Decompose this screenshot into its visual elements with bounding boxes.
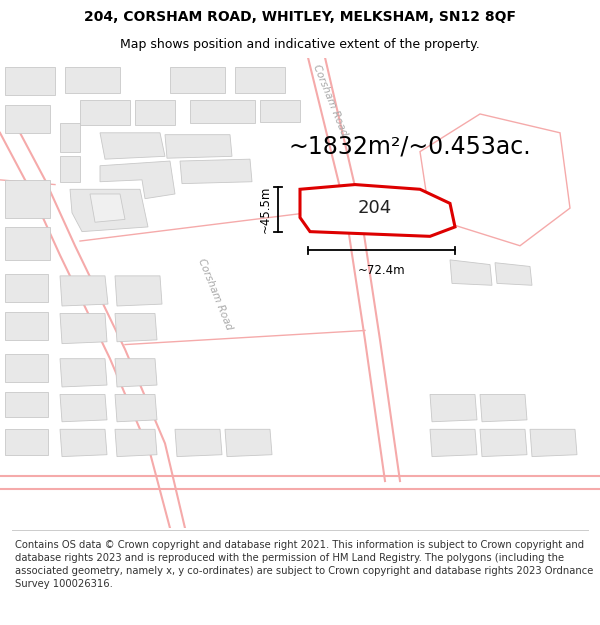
Polygon shape [225, 429, 272, 457]
Polygon shape [115, 276, 162, 306]
Polygon shape [60, 394, 107, 422]
Polygon shape [65, 67, 120, 93]
Polygon shape [495, 262, 532, 285]
Polygon shape [60, 314, 107, 344]
Text: 204, CORSHAM ROAD, WHITLEY, MELKSHAM, SN12 8QF: 204, CORSHAM ROAD, WHITLEY, MELKSHAM, SN… [84, 10, 516, 24]
Polygon shape [5, 227, 50, 260]
Polygon shape [170, 67, 225, 93]
Polygon shape [80, 100, 130, 125]
Polygon shape [165, 134, 232, 158]
Text: ~45.5m: ~45.5m [259, 186, 272, 233]
Polygon shape [90, 194, 125, 222]
Polygon shape [420, 114, 570, 246]
Text: Map shows position and indicative extent of the property.: Map shows position and indicative extent… [120, 38, 480, 51]
Polygon shape [60, 429, 107, 457]
Polygon shape [260, 100, 300, 121]
Polygon shape [115, 394, 157, 422]
Polygon shape [100, 132, 165, 159]
Text: Contains OS data © Crown copyright and database right 2021. This information is : Contains OS data © Crown copyright and d… [15, 540, 593, 589]
Polygon shape [5, 274, 48, 302]
Polygon shape [480, 429, 527, 457]
Polygon shape [60, 156, 80, 182]
Polygon shape [5, 312, 48, 340]
Polygon shape [100, 161, 175, 199]
Polygon shape [5, 67, 55, 95]
Polygon shape [115, 429, 157, 457]
Polygon shape [480, 394, 527, 422]
Text: Corsham Road: Corsham Road [196, 258, 234, 332]
Polygon shape [5, 354, 48, 382]
Text: 204: 204 [358, 199, 392, 217]
Polygon shape [235, 67, 285, 93]
Polygon shape [70, 189, 148, 232]
Text: Corsham Road: Corsham Road [311, 62, 349, 137]
Polygon shape [430, 429, 477, 457]
Text: ~1832m²/~0.453ac.: ~1832m²/~0.453ac. [289, 135, 532, 159]
Polygon shape [5, 180, 50, 218]
Polygon shape [450, 260, 492, 285]
Polygon shape [60, 123, 80, 152]
Polygon shape [190, 100, 255, 123]
Polygon shape [300, 184, 455, 236]
Polygon shape [175, 429, 222, 457]
Polygon shape [180, 159, 252, 184]
Polygon shape [60, 276, 108, 306]
Text: ~72.4m: ~72.4m [358, 264, 406, 277]
Polygon shape [530, 429, 577, 457]
Polygon shape [5, 104, 50, 132]
Polygon shape [5, 429, 48, 455]
Polygon shape [430, 394, 477, 422]
Polygon shape [135, 100, 175, 125]
Polygon shape [60, 359, 107, 387]
Polygon shape [115, 359, 157, 387]
Polygon shape [115, 314, 157, 342]
Polygon shape [5, 392, 48, 417]
